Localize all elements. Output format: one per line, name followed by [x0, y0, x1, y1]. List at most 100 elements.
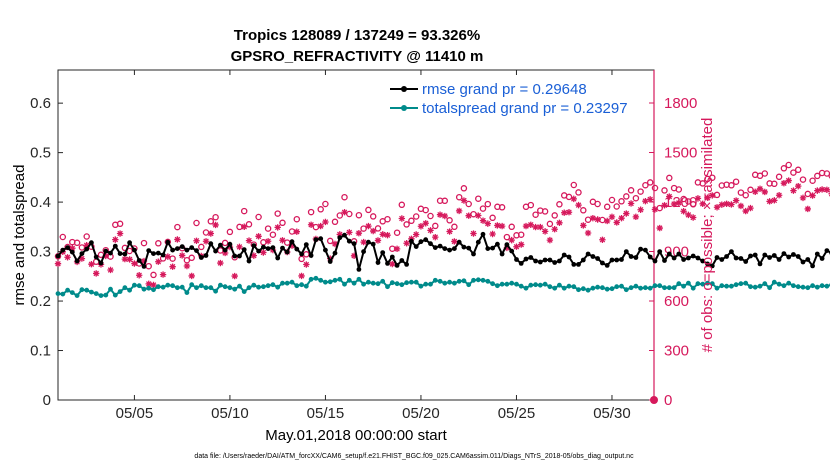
obs-assimilated-point	[54, 260, 62, 267]
rmse-point	[308, 253, 314, 258]
obs-assimilated-point	[709, 192, 716, 199]
totalspread-point	[762, 281, 768, 287]
totalspread-point	[666, 285, 672, 291]
totalspread-point	[346, 277, 352, 283]
rmse-point	[218, 242, 223, 248]
totalspread-point	[413, 279, 419, 285]
obs-possible-point	[685, 198, 692, 205]
totalspread-point	[342, 281, 347, 287]
obs-assimilated-point	[207, 230, 215, 237]
totalspread-point	[814, 284, 820, 290]
totalspread-point	[504, 281, 510, 287]
rmse-point	[437, 243, 443, 249]
obs-assimilated-point	[675, 199, 683, 207]
obs-possible-point	[709, 174, 716, 181]
obs-possible-point	[264, 225, 272, 232]
rmse-point	[227, 241, 233, 247]
rmse-point	[175, 246, 180, 252]
obs-assimilated-point	[355, 229, 363, 237]
totalspread-point	[385, 284, 390, 290]
x-axis-label: May.01,2018 00:00:00 start	[265, 427, 447, 444]
rmse-point	[60, 247, 66, 253]
totalspread-point	[676, 281, 682, 287]
totalspread-point	[767, 285, 772, 291]
obs-assimilated-point	[613, 219, 620, 226]
obs-assimilated-point	[212, 221, 219, 229]
rmse-point	[485, 246, 491, 252]
totalspread-point	[557, 282, 562, 288]
obs-possible-point	[155, 240, 162, 247]
totalspread-point	[146, 285, 152, 291]
rmse-point	[342, 232, 347, 238]
rmse-point	[241, 247, 247, 253]
obs-assimilated-point	[412, 231, 420, 238]
rmse-point	[222, 247, 228, 253]
totalspread-point	[585, 287, 591, 293]
rmse-point	[748, 253, 753, 259]
obs-possible-point	[398, 201, 406, 209]
rmse-point	[117, 251, 123, 256]
obs-possible-point	[570, 181, 578, 189]
rmse-point	[165, 239, 171, 245]
rmse-point	[595, 256, 600, 261]
obs-assimilated-point	[241, 223, 248, 230]
rmse-point	[743, 259, 749, 264]
rmse-point	[213, 248, 219, 254]
rmse-point	[452, 246, 457, 252]
obs-assimilated-point	[799, 194, 807, 202]
rmse-point	[74, 258, 80, 264]
totalspread-point	[791, 283, 796, 289]
obs-assimilated-point	[145, 280, 152, 288]
obs-possible-point	[603, 203, 611, 211]
obs-assimilated-point	[689, 214, 697, 221]
rmse-point	[323, 247, 328, 253]
rmse-point	[528, 255, 534, 260]
totalspread-point	[461, 278, 467, 284]
totalspread-point	[638, 285, 643, 291]
rmse-point	[418, 239, 424, 245]
obs-assimilated-point	[408, 235, 415, 242]
rmse-point	[399, 258, 405, 263]
obs-assimilated-point	[465, 212, 472, 219]
totalspread-point	[571, 284, 577, 290]
totalspread-point	[89, 289, 94, 295]
y-tick-label: 0.1	[30, 343, 51, 360]
obs-possible-point	[737, 189, 745, 196]
rmse-point	[504, 242, 510, 248]
rmse-point	[657, 249, 663, 255]
totalspread-point	[60, 291, 66, 297]
obs-assimilated-point	[522, 222, 530, 230]
obs-assimilated-point	[537, 223, 544, 231]
totalspread-point	[714, 285, 720, 291]
obs-assimilated-point	[532, 223, 539, 231]
totalspread-point	[776, 281, 782, 287]
obs-possible-point	[666, 174, 673, 182]
totalspread-point	[614, 284, 620, 290]
totalspread-point	[261, 284, 266, 290]
rmse-point	[385, 261, 390, 266]
obs-possible-point	[728, 182, 735, 189]
obs-assimilated-point	[102, 252, 109, 260]
rmse-point	[198, 255, 204, 260]
rmse-point	[762, 252, 768, 258]
totalspread-point	[604, 286, 610, 292]
obs-possible-point	[221, 239, 229, 247]
totalspread-point	[327, 279, 333, 285]
rmse-point	[776, 257, 782, 262]
totalspread-point	[136, 283, 142, 289]
totalspread-point	[189, 282, 195, 288]
totalspread-point	[609, 286, 615, 292]
obs-assimilated-point	[64, 254, 71, 261]
rmse-point	[771, 253, 777, 258]
totalspread-point	[275, 284, 281, 290]
y-right-tick-label: 900	[664, 244, 689, 261]
obs-assimilated-point	[169, 263, 176, 270]
totalspread-point	[485, 278, 491, 284]
totalspread-point	[394, 281, 400, 287]
rmse-point	[461, 244, 467, 250]
obs-possible-point	[369, 213, 377, 220]
totalspread-point	[155, 284, 161, 290]
y-tick-label: 0.5	[30, 145, 51, 162]
obs-assimilated-point	[670, 200, 678, 208]
rmse-point	[814, 251, 820, 257]
